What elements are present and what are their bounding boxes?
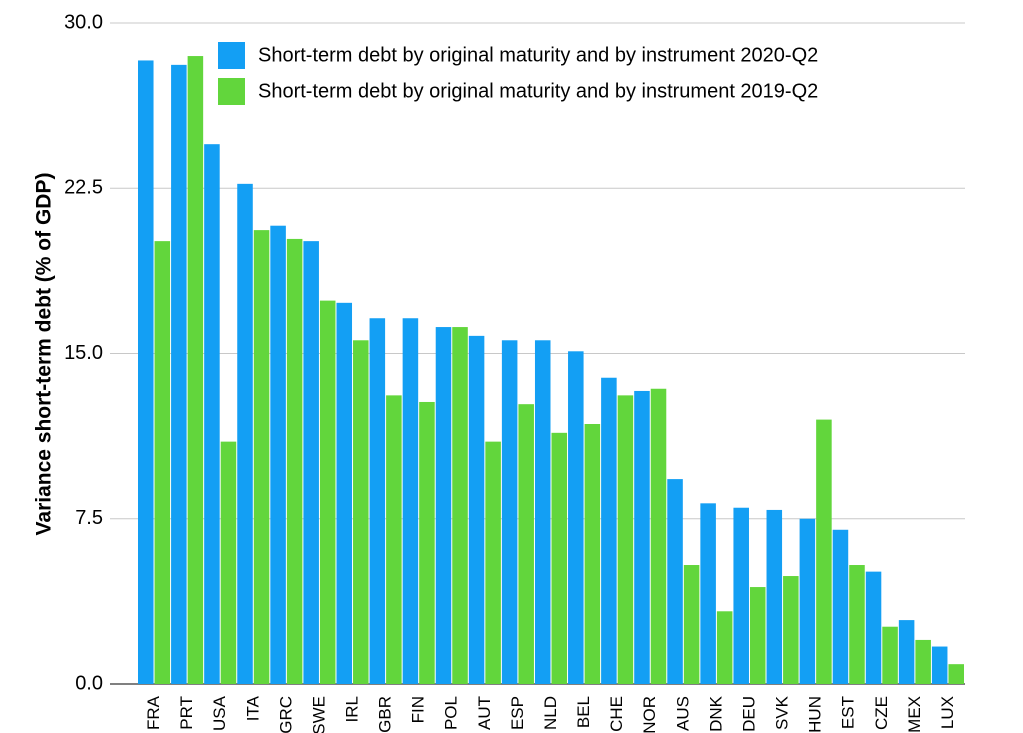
x-tick-label: PRT bbox=[177, 696, 196, 730]
bar bbox=[634, 390, 650, 684]
bar bbox=[948, 664, 964, 684]
bar bbox=[220, 441, 237, 684]
x-tick-label: GRC bbox=[276, 696, 295, 733]
bar bbox=[518, 404, 534, 684]
y-tick-label: 30.0 bbox=[64, 11, 103, 33]
x-tick-label: ITA bbox=[243, 695, 262, 721]
x-tick-label: LUX bbox=[938, 696, 957, 729]
bar bbox=[915, 639, 931, 684]
bar bbox=[270, 225, 286, 684]
bar bbox=[683, 565, 700, 684]
bar bbox=[187, 56, 204, 685]
bar bbox=[501, 340, 518, 684]
bar bbox=[204, 144, 220, 684]
x-tick-label: HUN bbox=[806, 696, 825, 733]
bar bbox=[386, 395, 402, 684]
bar bbox=[568, 351, 584, 684]
bar bbox=[617, 395, 634, 684]
bar bbox=[931, 646, 948, 684]
bar bbox=[369, 318, 386, 684]
x-tick-label: SWE bbox=[309, 696, 328, 733]
x-tick-label: BEL bbox=[574, 696, 593, 728]
bar bbox=[849, 565, 865, 684]
y-tick-label: 15.0 bbox=[64, 342, 103, 364]
bar bbox=[171, 64, 187, 684]
legend-swatch bbox=[218, 78, 245, 105]
bar bbox=[650, 388, 667, 684]
bar bbox=[898, 620, 915, 684]
bar bbox=[584, 424, 601, 684]
bar bbox=[435, 327, 452, 684]
bar bbox=[749, 587, 766, 684]
bar bbox=[452, 327, 468, 684]
bar bbox=[766, 509, 783, 684]
bar bbox=[138, 60, 154, 684]
bar bbox=[534, 340, 551, 684]
bar bbox=[667, 479, 683, 684]
x-tick-label: CZE bbox=[872, 696, 891, 730]
x-tick-label: EST bbox=[839, 696, 858, 729]
bar bbox=[286, 238, 303, 684]
bar bbox=[799, 518, 816, 684]
bar bbox=[419, 401, 435, 684]
x-tick-label: SVK bbox=[773, 695, 792, 730]
x-tick-label: GBR bbox=[376, 696, 395, 733]
bar bbox=[336, 302, 353, 684]
y-axis-label: Variance short-term debt (% of GDP) bbox=[33, 173, 56, 536]
bar bbox=[865, 571, 882, 684]
bar bbox=[303, 241, 319, 684]
x-tick-label: FRA bbox=[144, 695, 163, 730]
x-tick-label: MEX bbox=[905, 696, 924, 733]
bar bbox=[154, 241, 171, 684]
bar bbox=[716, 611, 733, 684]
bar bbox=[601, 377, 617, 684]
bar bbox=[237, 183, 253, 685]
y-tick-label: 0.0 bbox=[75, 672, 103, 694]
x-tick-label: DNK bbox=[706, 695, 725, 732]
legend-label: Short-term debt by original maturity and… bbox=[258, 44, 818, 66]
x-tick-label: AUT bbox=[475, 696, 494, 730]
x-tick-label: AUS bbox=[673, 696, 692, 731]
x-tick-label: CHE bbox=[607, 696, 626, 732]
x-tick-label: NOR bbox=[640, 696, 659, 733]
bar bbox=[700, 503, 716, 684]
bar bbox=[253, 230, 270, 684]
x-tick-label: USA bbox=[210, 695, 229, 731]
x-tick-label: POL bbox=[442, 696, 461, 730]
bar bbox=[485, 441, 501, 684]
bar bbox=[816, 419, 832, 684]
legend-swatch bbox=[218, 42, 245, 69]
x-tick-label: FIN bbox=[409, 696, 428, 723]
x-tick-label: NLD bbox=[541, 696, 560, 730]
bar bbox=[551, 432, 568, 684]
bar bbox=[832, 529, 849, 684]
x-tick-label: IRL bbox=[343, 696, 362, 722]
legend-label: Short-term debt by original maturity and… bbox=[258, 80, 818, 102]
bar bbox=[783, 576, 799, 684]
bar bbox=[733, 507, 749, 684]
bar bbox=[882, 626, 898, 684]
y-tick-label: 22.5 bbox=[64, 177, 103, 199]
bar bbox=[319, 300, 336, 684]
bar bbox=[468, 335, 485, 684]
x-tick-label: DEU bbox=[739, 696, 758, 732]
y-tick-label: 7.5 bbox=[75, 507, 103, 529]
bar bbox=[353, 340, 369, 684]
x-tick-label: ESP bbox=[508, 696, 527, 730]
bar bbox=[402, 318, 419, 684]
